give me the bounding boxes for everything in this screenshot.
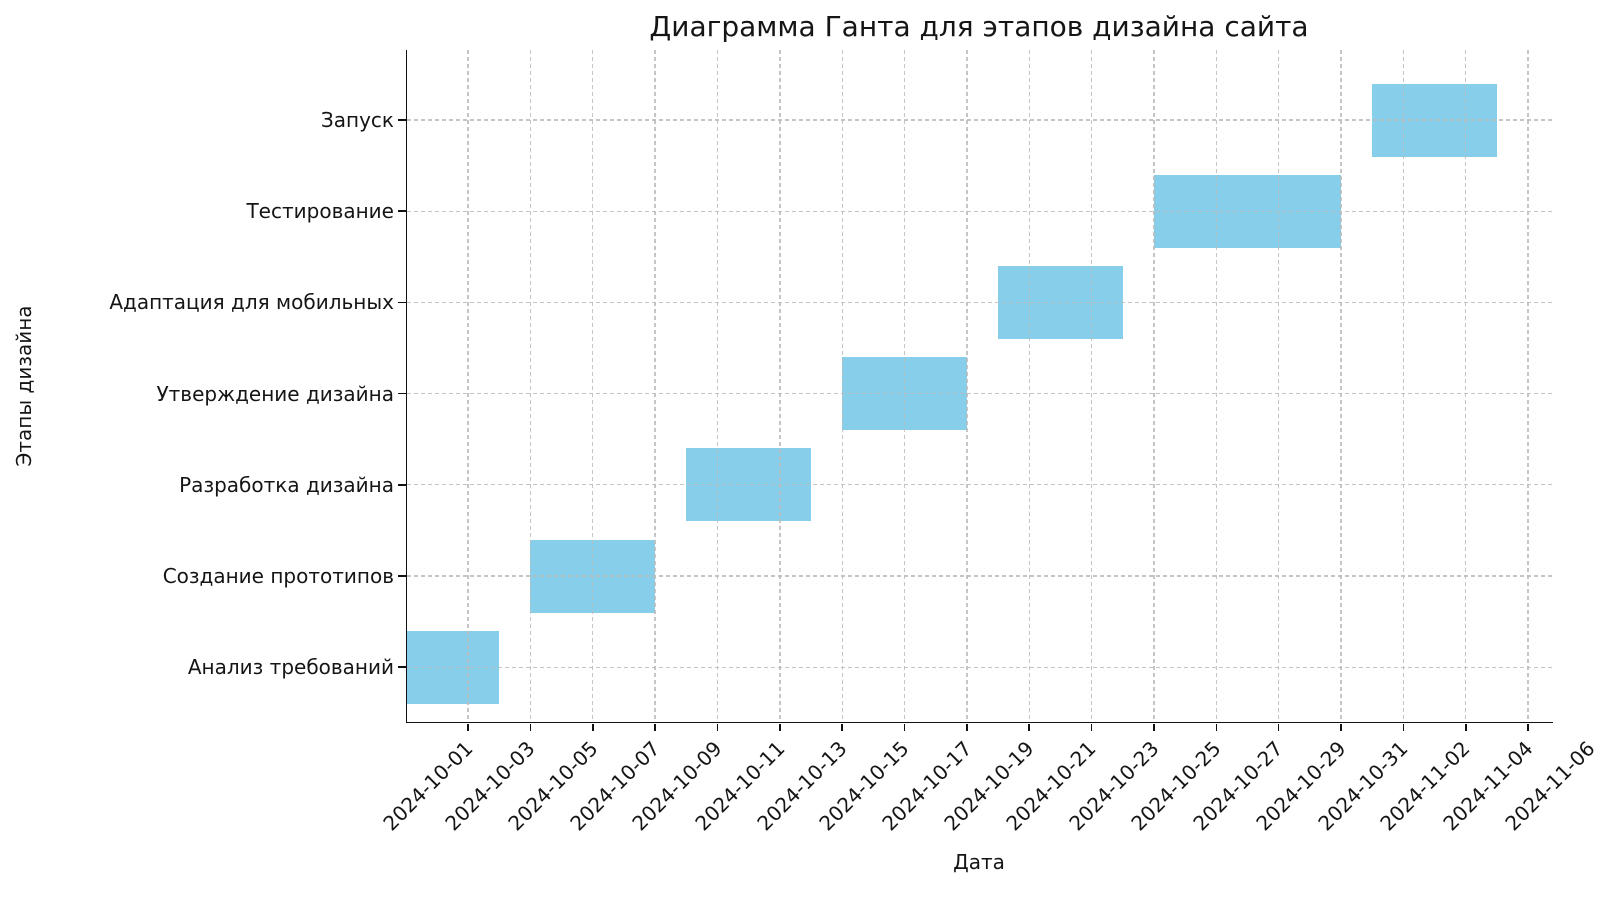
y-axis-label: Этапы дизайна <box>12 305 36 467</box>
x-gridline <box>716 50 719 722</box>
y-axis-tick-label: Тестирование <box>246 199 394 224</box>
x-gridline <box>1465 50 1467 722</box>
x-tick-mark <box>903 723 906 731</box>
x-gridline <box>1402 50 1405 722</box>
x-gridline <box>841 50 843 722</box>
y-gridline <box>407 392 1553 395</box>
x-gridline <box>1028 50 1030 722</box>
x-tick-mark <box>1028 723 1031 731</box>
y-gridline <box>407 301 1553 304</box>
x-gridline <box>467 50 469 722</box>
y-gridline <box>407 484 1553 486</box>
x-tick-mark <box>529 723 532 731</box>
y-tick-mark <box>397 392 406 395</box>
x-gridline <box>529 50 532 722</box>
x-tick-mark <box>716 723 719 731</box>
x-tick-mark <box>1402 723 1405 731</box>
y-tick-mark <box>397 301 406 304</box>
y-tick-mark <box>397 575 406 577</box>
x-tick-mark <box>1090 723 1093 731</box>
x-gridline <box>779 50 781 722</box>
x-tick-mark <box>841 723 843 731</box>
x-gridline <box>1527 50 1529 722</box>
x-gridline <box>966 50 968 722</box>
y-axis-tick-label: Адаптация для мобильных <box>109 290 394 315</box>
x-gridline <box>903 50 906 722</box>
y-axis-tick-label: Разработка дизайна <box>179 472 394 497</box>
x-tick-mark <box>966 723 968 731</box>
x-tick-mark <box>779 723 781 731</box>
y-tick-mark <box>397 484 406 486</box>
x-tick-mark <box>654 723 656 731</box>
x-tick-mark <box>1153 723 1155 731</box>
y-gridline <box>407 119 1553 121</box>
x-tick-mark <box>1464 723 1467 731</box>
y-tick-mark <box>397 119 406 121</box>
y-axis-tick-label: Создание прототипов <box>162 564 394 588</box>
plot-area: Анализ требований Создание прототипов Разр… <box>109 50 1600 835</box>
y-axis-tick-label: Утверждение дизайна <box>156 381 394 406</box>
x-gridline <box>654 50 656 722</box>
x-tick-mark <box>1277 723 1280 731</box>
y-tick-mark <box>397 666 406 668</box>
x-gridline <box>1153 50 1155 722</box>
x-gridline <box>1277 50 1280 722</box>
x-axis-label: Дата <box>953 850 1005 874</box>
x-gridline <box>1215 50 1217 722</box>
y-gridline <box>407 210 1553 212</box>
y-gridline <box>407 575 1553 577</box>
x-tick-mark <box>1215 723 1218 731</box>
x-tick-mark <box>592 723 594 731</box>
x-tick-mark <box>1527 723 1529 731</box>
x-tick-mark <box>467 723 469 731</box>
y-gridline <box>407 666 1553 668</box>
x-tick-mark <box>1340 723 1342 731</box>
x-gridline <box>592 50 594 722</box>
chart-title: Диаграмма Ганта для этапов дизайна сайта <box>649 10 1309 43</box>
x-gridline <box>1340 50 1342 722</box>
y-axis-tick-label: Запуск <box>320 108 394 132</box>
y-tick-mark <box>397 210 406 212</box>
x-gridline <box>1090 50 1093 722</box>
y-axis-tick-label: Анализ требований <box>187 655 394 680</box>
